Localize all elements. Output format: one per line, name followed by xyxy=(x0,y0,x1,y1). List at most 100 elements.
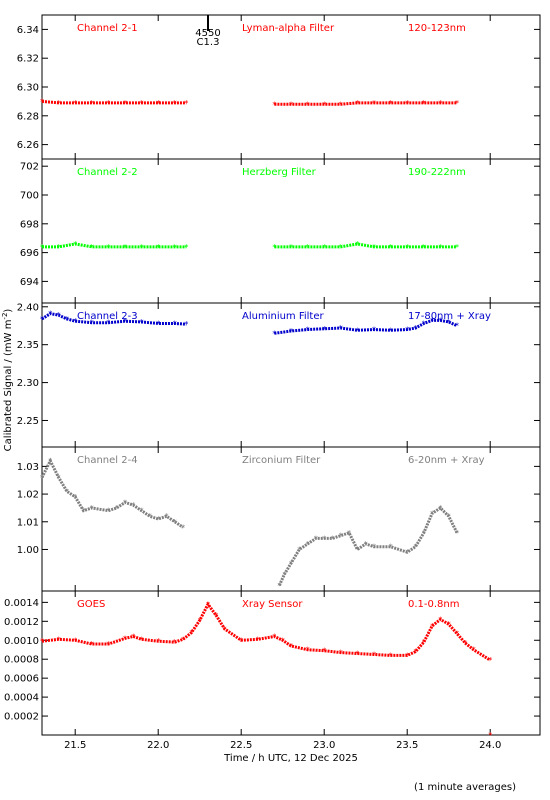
data-point: * xyxy=(123,498,127,507)
chart-panels: 6.26 6.28 6.30 6.32 6.34 Channel 2-1 Lyman-alp… xyxy=(4,14,541,740)
data-point: * xyxy=(455,529,459,538)
panel-4: 1.00 1.01 1.02 1.03 Channel 2-4 Zirconium Fil… xyxy=(17,446,541,592)
data-point: * xyxy=(289,243,293,252)
series-line xyxy=(274,242,457,249)
x-tick-label: 22.0 xyxy=(147,740,169,751)
y-tick-label: 2.40 xyxy=(17,302,39,313)
data-point: * xyxy=(40,243,44,252)
data-point: * xyxy=(181,635,185,644)
y-tick-label: 0.0014 xyxy=(4,598,39,609)
data-point: * xyxy=(239,636,243,645)
data-point: * xyxy=(339,243,343,252)
data-point: * xyxy=(131,632,135,641)
data-point: * xyxy=(106,243,110,252)
panel-band-label: 120-123nm xyxy=(408,23,466,34)
data-point: * xyxy=(455,630,459,639)
panel-frame xyxy=(41,446,541,592)
y-tick-label: 702 xyxy=(20,162,39,173)
data-point: * xyxy=(422,99,426,108)
x-axis-title: Time / h UTC, 12 Dec 2025 xyxy=(223,753,358,764)
data-point: * xyxy=(82,507,86,516)
data-point: * xyxy=(322,100,326,109)
data-point: * xyxy=(106,99,110,108)
data-point: * xyxy=(90,640,94,649)
y-tick-label: 1.01 xyxy=(17,517,39,528)
data-point: * xyxy=(306,646,310,655)
data-point: * xyxy=(272,329,276,338)
data-point: * xyxy=(65,315,69,324)
data-point: * xyxy=(389,543,393,552)
data-point: * xyxy=(306,100,310,109)
series-line xyxy=(41,312,187,326)
x-axis: 21.5 22.0 22.5 23.0 23.5 24.0 xyxy=(64,740,501,751)
y-tick-label: 6.32 xyxy=(17,54,39,65)
data-point: * xyxy=(289,327,293,336)
data-point: * xyxy=(405,548,409,557)
data-point: * xyxy=(181,523,185,532)
data-point: * xyxy=(140,243,144,252)
data-point: * xyxy=(322,534,326,543)
data-point: * xyxy=(372,243,376,252)
data-point: * xyxy=(57,243,61,252)
data-point: * xyxy=(156,319,160,328)
data-point: * xyxy=(438,99,442,108)
panel-band-label: 17-80nm + Xray xyxy=(408,311,491,322)
data-point: * xyxy=(57,99,61,108)
data-point: * xyxy=(339,532,343,541)
y-tick-label: 0.0002 xyxy=(4,712,39,723)
data-point: * xyxy=(372,650,376,659)
data-point: * xyxy=(422,319,426,328)
panel-channel-label: Channel 2-4 xyxy=(77,455,138,466)
y-tick-label: 696 xyxy=(20,248,39,259)
panel-channel-label: GOES xyxy=(77,599,105,610)
data-point: * xyxy=(106,640,110,649)
data-point: * xyxy=(389,326,393,335)
data-point: * xyxy=(90,319,94,328)
data-point: * xyxy=(57,311,61,320)
data-point: * xyxy=(173,243,177,252)
data-point: * xyxy=(140,318,144,327)
data-point: * xyxy=(223,625,227,634)
x-tick-label: 23.0 xyxy=(313,740,335,751)
y-tick-label: 1.02 xyxy=(17,490,39,501)
data-point: * xyxy=(40,637,44,646)
averaging-footnote: (1 minute averages) xyxy=(414,782,516,793)
data-point: * xyxy=(156,637,160,646)
data-point: * xyxy=(405,243,409,252)
data-point: * xyxy=(372,326,376,335)
series-line xyxy=(41,601,491,662)
data-point: * xyxy=(438,243,442,252)
data-point: * xyxy=(422,243,426,252)
y-tick-label: 1.00 xyxy=(17,545,39,556)
data-point: * xyxy=(123,634,127,643)
data-point: * xyxy=(173,518,177,527)
panel-1: 6.26 6.28 6.30 6.32 6.34 Channel 2-1 Lyman-alp… xyxy=(17,14,541,160)
data-point: * xyxy=(347,529,351,538)
data-point: * xyxy=(73,636,77,645)
data-point: * xyxy=(339,100,343,109)
data-point: * xyxy=(422,529,426,538)
event-marker: 4550 C1.3 xyxy=(195,15,221,48)
data-point: * xyxy=(463,639,467,648)
panel-filter-label: Aluminium Filter xyxy=(242,311,325,322)
data-point: * xyxy=(184,320,188,329)
data-point: * xyxy=(272,632,276,641)
data-point: * xyxy=(90,99,94,108)
data-point: * xyxy=(322,243,326,252)
panel-filter-label: Herzberg Filter xyxy=(242,167,317,178)
y-tick-label: 6.30 xyxy=(17,83,39,94)
data-point: * xyxy=(115,504,119,513)
data-point: * xyxy=(184,99,188,108)
data-point: * xyxy=(289,100,293,109)
data-point: * xyxy=(355,650,359,659)
data-point: * xyxy=(306,540,310,549)
y-tick-label: 0.0008 xyxy=(4,655,39,666)
data-point: * xyxy=(355,545,359,554)
panel-band-label: 190-222nm xyxy=(408,167,466,178)
x-tick-label: 24.0 xyxy=(479,740,501,751)
panel-frame xyxy=(41,302,541,448)
series-line xyxy=(274,318,458,335)
data-point: * xyxy=(389,243,393,252)
data-point: * xyxy=(73,240,77,249)
data-point: * xyxy=(148,512,152,521)
